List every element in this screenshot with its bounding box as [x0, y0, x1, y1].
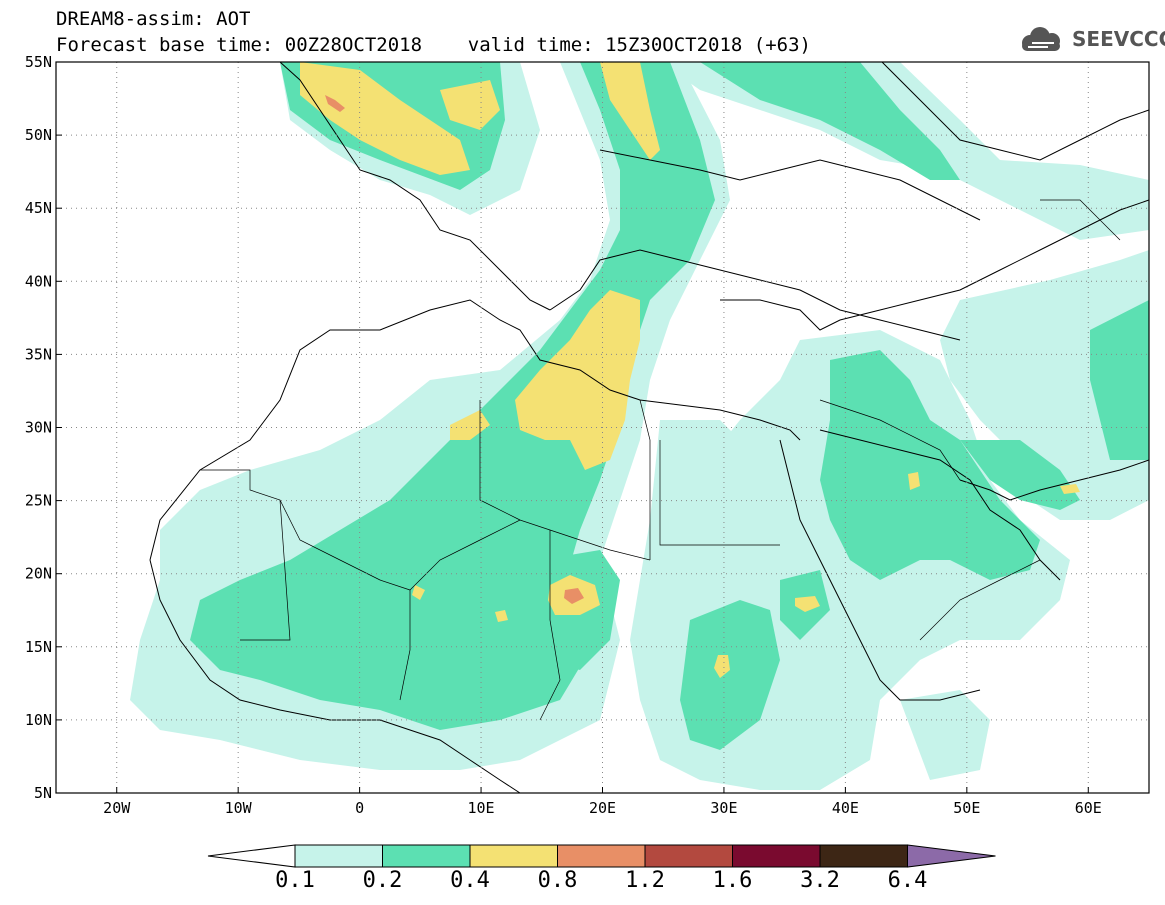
lat-label: 50N [25, 126, 52, 144]
lat-label: 55N [25, 53, 52, 71]
lon-labels: 20W 10W 0 10E 20E 30E 40E 50E 60E [103, 799, 1102, 817]
lat-label: 5N [34, 784, 52, 802]
colorbar-label: 0.2 [362, 868, 403, 893]
aot-level-0.4 [300, 62, 1080, 678]
map-title: DREAM8-assim: AOT [56, 8, 251, 30]
lat-label: 40N [25, 272, 52, 290]
lat-label: 20N [25, 565, 52, 583]
colorbar-segment [644, 844, 733, 868]
colorbar-label: 0.1 [275, 868, 315, 893]
colorbar [207, 844, 996, 868]
aot-level-0.8 [325, 95, 584, 604]
lat-label: 45N [25, 199, 52, 217]
colorbar-segment [469, 844, 558, 868]
lon-label: 10W [225, 799, 253, 817]
lon-label: 20E [589, 799, 616, 817]
colorbar-over-arrow [907, 844, 996, 868]
colorbar-label: 6.4 [887, 868, 928, 893]
lat-labels: 55N 50N 45N 40N 35N 30N 25N 20N 15N 10N 5N [25, 53, 52, 802]
cloud-icon [1022, 27, 1060, 51]
colorbar-under-arrow [207, 844, 296, 868]
colorbar-segment [732, 844, 821, 868]
lon-label: 40E [832, 799, 859, 817]
map-frame [55, 61, 1150, 794]
colorbar-label: 1.2 [625, 868, 665, 893]
colorbar-segment [382, 844, 471, 868]
colorbar-segment [819, 844, 908, 868]
lat-label: 25N [25, 492, 52, 510]
grid [56, 61, 1149, 794]
lon-label: 10E [468, 799, 495, 817]
lat-label: 15N [25, 638, 52, 656]
colorbar-segment [557, 844, 646, 868]
lon-label: 30E [710, 799, 737, 817]
aot-field [56, 62, 1149, 793]
lat-label: 30N [25, 419, 52, 437]
lat-label: 35N [25, 345, 52, 363]
colorbar-segment [294, 844, 383, 868]
country-borders [200, 199, 1121, 721]
lon-label: 60E [1075, 799, 1102, 817]
coastlines [149, 62, 1149, 793]
lon-label: 20W [103, 799, 131, 817]
logo-text: SEEVCCC [1072, 27, 1165, 51]
forecast-times: Forecast base time: 00Z28OCT2018 valid t… [56, 34, 811, 56]
colorbar-label: 0.8 [537, 868, 578, 893]
colorbar-label: 0.4 [450, 868, 490, 893]
lat-label: 10N [25, 711, 52, 729]
lon-label: 50E [953, 799, 980, 817]
lon-label: 0 [355, 799, 364, 817]
colorbar-label: 1.6 [712, 868, 753, 893]
colorbar-label: 3.2 [800, 868, 840, 893]
